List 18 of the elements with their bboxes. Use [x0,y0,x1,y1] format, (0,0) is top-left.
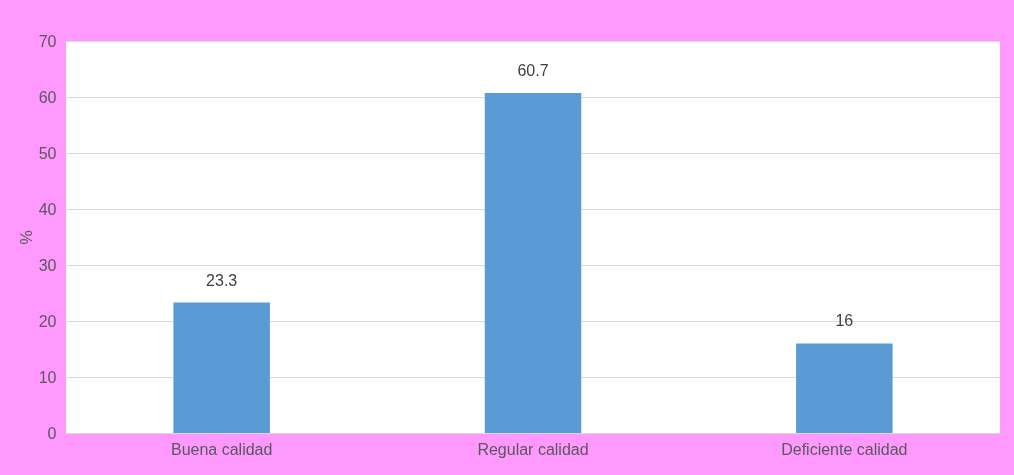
y-axis-title: % [17,230,35,245]
y-tick-label: 70 [38,32,57,50]
y-tick-label: 10 [38,368,57,386]
bar [484,93,582,433]
y-tick-label: 20 [38,312,57,330]
y-tick-label: 40 [38,200,57,218]
y-tick-label: 30 [38,256,57,274]
y-tick-label: 60 [38,88,57,106]
x-tick-label: Regular calidad [477,440,589,458]
bar [796,343,893,433]
y-tick-label: 0 [47,424,57,442]
data-label: 23.3 [206,271,238,289]
x-tick-label: Buena calidad [170,440,273,458]
bar [173,302,270,433]
x-tick-label: Deficiente calidad [781,440,908,458]
data-label: 60.7 [517,62,549,80]
y-tick-label: 50 [38,144,57,162]
data-label: 16 [835,312,854,330]
